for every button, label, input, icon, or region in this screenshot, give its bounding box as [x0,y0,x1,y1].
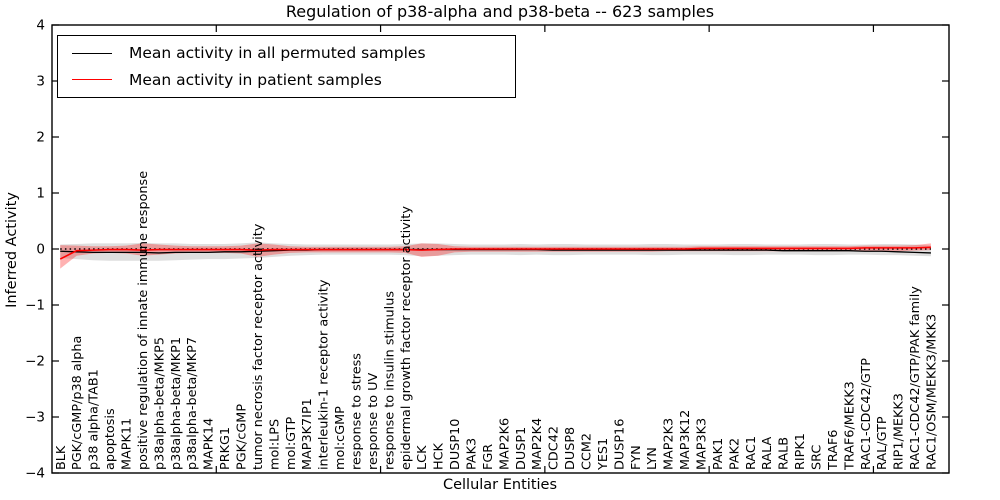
x-tick-label: DUSP8 [563,427,578,470]
x-tick-label: PAK3 [465,438,480,470]
x-tick-label: epidermal growth factor receptor activit… [399,206,414,470]
x-tick-label: MAP3K7IP1 [300,398,315,470]
x-tick-label: MAP2K4 [530,418,545,470]
x-tick-label: DUSP1 [514,427,529,470]
x-tick-label: RAC1-CDC42/GTP [859,358,874,470]
x-tick-label: FYN [629,445,644,470]
y-tick-label: 3 [36,74,45,90]
legend-entry-permuted: Mean activity in all permuted samples [72,44,515,62]
legend-box: Mean activity in all permuted samples Me… [57,35,516,98]
x-tick-label: MAP2K6 [497,418,512,470]
x-tick-label: response to UV [366,373,381,470]
x-tick-label: HCK [432,442,447,470]
x-tick-label: MAPK14 [202,418,217,470]
x-tick-label: YES1 [596,438,611,471]
x-tick-label: CDC42 [547,426,562,470]
x-tick-label: PGK/cGMP/p38 alpha [70,336,85,470]
x-tick-label: RAC1-CDC42/GTP/PAK family [908,286,923,470]
band-permuted-samples-range [60,242,931,261]
x-tick-label: PAK1 [711,438,726,470]
x-tick-label: positive regulation of innate immune res… [136,171,151,470]
x-tick-label: RALB [777,437,792,470]
x-tick-label: response to insulin stimulus [382,291,397,470]
x-tick-label: DUSP10 [448,419,463,470]
y-tick-label: 4 [36,18,45,34]
x-tick-label: response to stress [350,353,365,470]
x-tick-label: BLK [54,445,69,470]
permuted-line-swatch-icon [72,52,112,54]
x-tick-label: MAPK11 [120,418,135,470]
x-tick-label: RIP1/MEKK3 [892,393,907,470]
x-tick-label: RAC1/OSM/MEKK3/MKK3 [925,314,940,470]
x-tick-label: MAP3K3 [695,418,710,470]
x-tick-label: DUSP16 [612,419,627,470]
chart-title: Regulation of p38-alpha and p38-beta -- … [285,2,715,21]
y-tick-label: −1 [25,298,45,314]
x-tick-label: TRAF6/MEKK3 [842,381,857,471]
x-tick-label: RALA [760,436,775,470]
y-tick-label: 0 [36,242,45,258]
x-tick-label: RAL/GTP [875,416,890,470]
x-tick-label: MAP3K12 [678,410,693,470]
x-tick-label: interleukin-1 receptor activity [317,279,332,470]
x-tick-label: PRKG1 [218,427,233,470]
x-tick-label: mol:LPS [267,419,282,470]
y-tick-label: 1 [36,186,45,202]
y-tick-label: −4 [25,466,45,482]
x-tick-label: LCK [415,445,430,470]
y-tick-label: −3 [25,410,45,426]
patient-line-swatch-icon [72,79,112,81]
x-tick-label: PAK2 [727,438,742,470]
x-tick-label: tumor necrosis factor receptor activity [251,223,266,470]
y-tick-label: 2 [36,130,45,146]
x-tick-label: mol:GTP [284,417,299,470]
x-tick-label: CCM2 [580,433,595,470]
x-tick-label: mol:cGMP [333,406,348,470]
legend-entry-patient: Mean activity in patient samples [72,71,515,89]
legend-label-patient: Mean activity in patient samples [129,70,382,89]
x-tick-label: p38alpha-beta/MKP5 [152,337,167,470]
y-tick-label: −2 [25,354,45,370]
x-axis-label: Cellular Entities [442,477,558,493]
x-tick-label: MAP2K3 [662,418,677,470]
x-tick-label: TRAF6 [826,430,841,471]
x-tick-label: RIPK1 [793,433,808,470]
x-tick-label: p38alpha-beta/MKP7 [185,337,200,470]
series-line-patient [59,246,931,260]
x-tick-label: p38 alpha/TAB1 [87,369,102,470]
x-tick-label: apoptosis [103,408,118,470]
x-tick-label: RAC1 [744,436,759,470]
x-tick-label: LYN [645,447,660,470]
legend-label-permuted: Mean activity in all permuted samples [129,44,426,63]
x-tick-label: p38alpha-beta/MKP1 [169,337,184,470]
x-tick-label: SRC [810,445,825,470]
x-tick-label: PGK/cGMP [235,404,250,470]
x-tick-label: FGR [481,444,496,470]
y-axis-label: Inferred Activity [4,192,20,308]
